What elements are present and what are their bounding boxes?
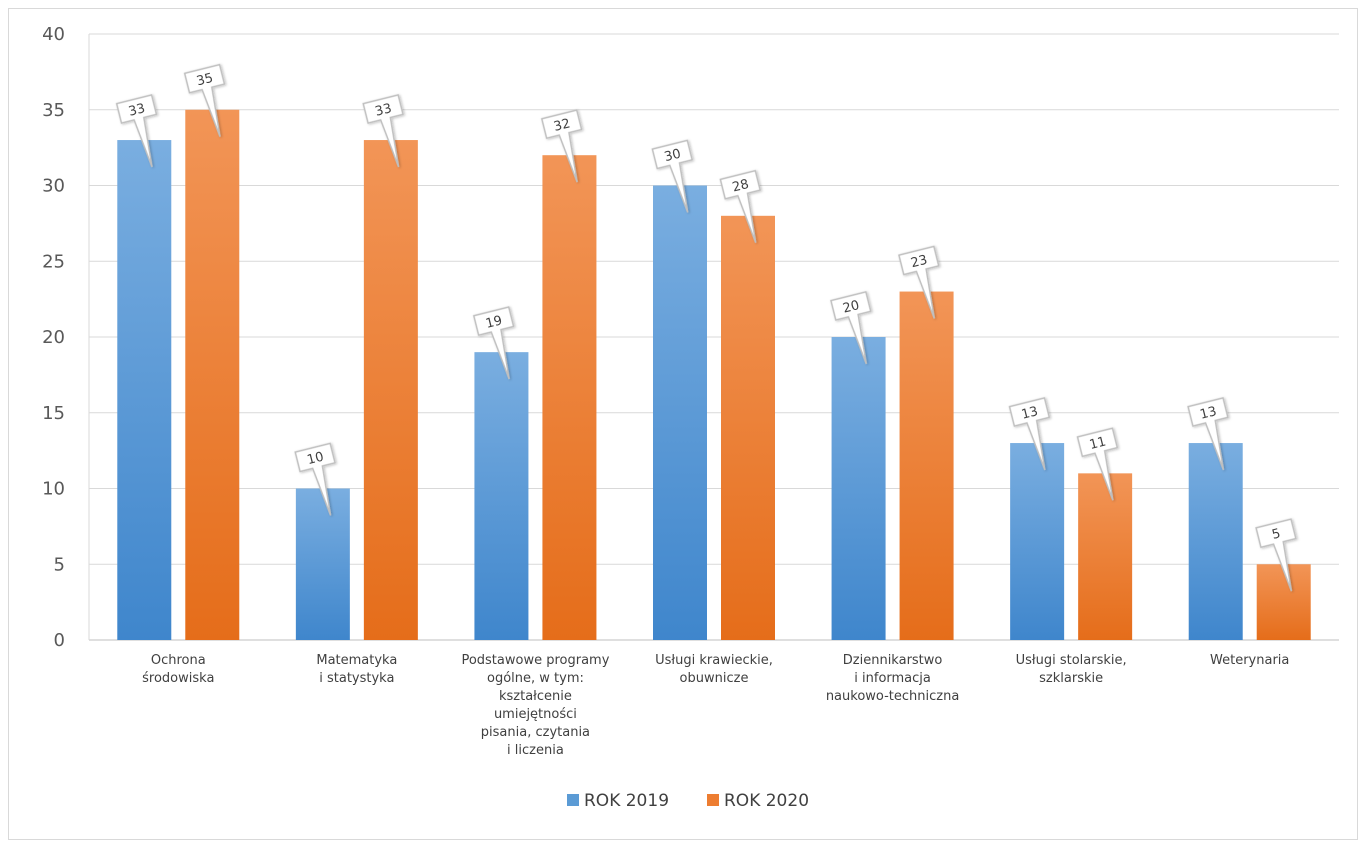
data-label: 5 (1271, 526, 1283, 543)
callout-shape (183, 63, 226, 137)
bar (1010, 443, 1065, 640)
y-tick-label: 15 (42, 403, 65, 424)
bar (831, 337, 886, 640)
data-label-callout: 35 (183, 63, 226, 137)
x-category-label: Dziennikarstwo (843, 653, 943, 668)
data-label: 32 (552, 116, 572, 135)
callout-shape (898, 245, 940, 319)
data-label-callout: 33 (115, 94, 158, 168)
x-category-label: Podstawowe programy (461, 653, 609, 668)
data-label: 33 (374, 101, 394, 120)
callout-shape (830, 290, 872, 365)
data-label-callout: 33 (362, 94, 404, 168)
bar (117, 140, 172, 641)
data-label: 10 (306, 450, 326, 469)
x-category-label: obuwnicze (680, 671, 749, 686)
x-axis: Ochrona środowiska Matematyka i statystyka P… (142, 653, 1289, 758)
y-tick-label: 30 (42, 176, 65, 197)
callout-shape (472, 306, 515, 380)
x-category-label: Weterynaria (1210, 653, 1289, 668)
x-category-label: kształcenie (499, 689, 572, 704)
y-tick-label: 5 (54, 554, 65, 575)
y-tick-label: 20 (42, 327, 65, 348)
bar (721, 215, 775, 641)
x-category-label: środowiska (142, 671, 214, 686)
data-label: 20 (841, 298, 861, 317)
data-label: 30 (663, 147, 683, 166)
data-label-callout: 19 (472, 306, 515, 380)
data-label-callout: 13 (1187, 397, 1229, 471)
legend-swatch (707, 794, 719, 806)
gridlines (88, 33, 1339, 641)
x-category-label: szklarskie (1039, 671, 1103, 686)
bar (653, 185, 707, 640)
bar (185, 109, 240, 640)
callout-shape (1008, 397, 1051, 471)
x-category-label: i informacja (854, 671, 931, 686)
x-category-label: pisania, czytania (481, 725, 590, 740)
data-label-callout: 11 (1076, 427, 1119, 501)
bar (295, 488, 350, 640)
x-category-label: umiejętności (494, 707, 577, 722)
bars (117, 109, 1311, 641)
x-category-label: i liczenia (507, 743, 564, 758)
callout-shape (1187, 397, 1229, 471)
x-category-label: Ochrona (151, 653, 206, 668)
data-labels: 33 10 19 30 20 13 13 35 33 32 28 23 11 5 (115, 63, 1297, 592)
callout-shape (719, 169, 762, 243)
data-label-callout: 30 (651, 139, 694, 213)
callout-shape (294, 442, 336, 516)
legend: ROK 2019 ROK 2020 (567, 791, 809, 811)
y-tick-label: 35 (42, 100, 65, 121)
callout-shape (362, 94, 404, 168)
x-category-label: i statystyka (319, 671, 394, 686)
data-label: 13 (1020, 404, 1040, 423)
data-label: 23 (909, 253, 929, 272)
bar (363, 140, 418, 641)
x-category-label: ogólne, w tym: (487, 671, 584, 686)
data-label-callout: 5 (1255, 518, 1297, 592)
callout-shape (540, 109, 583, 183)
x-category-label: naukowo-techniczna (826, 689, 960, 704)
data-label-callout: 20 (830, 290, 872, 365)
data-label: 28 (731, 177, 751, 196)
bar (1078, 473, 1133, 640)
callout-shape (1255, 518, 1297, 592)
data-label: 35 (195, 71, 215, 90)
data-label: 11 (1088, 434, 1108, 453)
legend-label: ROK 2020 (724, 791, 809, 811)
data-label-callout: 32 (540, 109, 583, 183)
data-label: 19 (484, 313, 504, 332)
y-axis: 0 5 10 15 20 25 30 35 40 (42, 24, 65, 651)
data-label: 13 (1198, 404, 1218, 423)
data-label-callout: 23 (898, 245, 940, 319)
y-tick-label: 40 (42, 24, 65, 45)
data-label-callout: 13 (1008, 397, 1051, 471)
bar (1256, 564, 1311, 640)
x-category-label: Matematyka (316, 653, 397, 668)
data-label: 33 (127, 101, 147, 120)
callout-shape (1076, 427, 1119, 501)
bar (542, 155, 597, 640)
data-label-callout: 10 (294, 442, 336, 516)
bar (474, 352, 529, 640)
callout-shape (115, 94, 158, 168)
x-category-label: Usługi krawieckie, (655, 653, 773, 668)
chart-frame: 0 5 10 15 20 25 30 35 40 33 10 19 30 20 13 13 35 33 32 28 2… (8, 8, 1358, 840)
legend-swatch (567, 794, 579, 806)
data-label-callout: 28 (719, 169, 762, 243)
callout-shape (651, 139, 694, 213)
y-tick-label: 10 (42, 479, 65, 500)
y-tick-label: 25 (42, 251, 65, 272)
y-tick-label: 0 (54, 630, 65, 651)
legend-label: ROK 2019 (584, 791, 669, 811)
x-category-label: Usługi stolarskie, (1016, 653, 1127, 668)
bar-chart: 0 5 10 15 20 25 30 35 40 33 10 19 30 20 13 13 35 33 32 28 2… (42, 24, 1339, 811)
bar (899, 291, 954, 640)
bar (1188, 443, 1243, 640)
